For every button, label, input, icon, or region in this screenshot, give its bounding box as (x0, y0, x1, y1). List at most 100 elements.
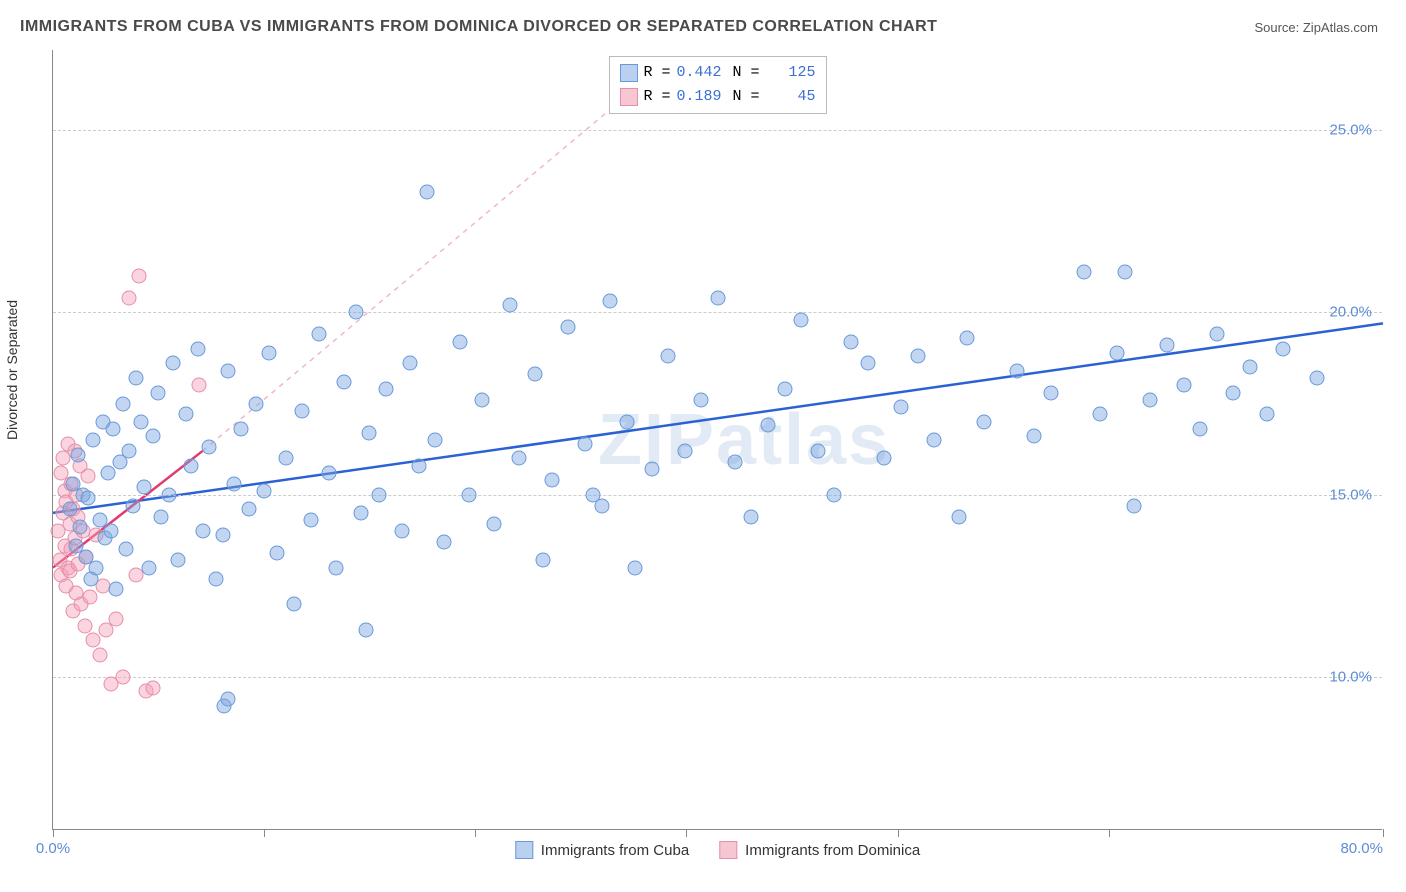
scatter-point-cuba (100, 465, 115, 480)
legend-label: Immigrants from Dominica (745, 842, 920, 859)
scatter-point-cuba (336, 374, 351, 389)
scatter-point-cuba (295, 403, 310, 418)
scatter-point-cuba (1243, 360, 1258, 375)
legend-item-dominica: Immigrants from Dominica (719, 841, 920, 859)
ytick-label: 25.0% (1329, 122, 1372, 139)
source-link[interactable]: ZipAtlas.com (1303, 20, 1378, 35)
scatter-point-cuba (328, 560, 343, 575)
scatter-point-cuba (287, 597, 302, 612)
scatter-point-cuba (1026, 429, 1041, 444)
scatter-point-cuba (137, 480, 152, 495)
scatter-point-cuba (627, 560, 642, 575)
xtick (898, 829, 899, 837)
scatter-point-dominica (192, 378, 207, 393)
scatter-point-cuba (183, 458, 198, 473)
scatter-point-cuba (1209, 327, 1224, 342)
scatter-point-cuba (1043, 385, 1058, 400)
scatter-point-cuba (170, 553, 185, 568)
scatter-point-cuba (303, 513, 318, 528)
scatter-point-cuba (80, 491, 95, 506)
trend-line-cuba (53, 323, 1383, 513)
scatter-point-cuba (453, 334, 468, 349)
scatter-point-cuba (348, 305, 363, 320)
scatter-point-dominica (132, 268, 147, 283)
scatter-point-cuba (70, 447, 85, 462)
scatter-point-cuba (877, 451, 892, 466)
scatter-point-cuba (242, 502, 257, 517)
stats-row-dominica: R =0.189N =45 (619, 85, 815, 109)
stats-box: R =0.442N =125R =0.189N =45 (608, 56, 826, 114)
scatter-point-cuba (262, 345, 277, 360)
scatter-point-cuba (677, 443, 692, 458)
gridline (53, 130, 1382, 131)
scatter-point-cuba (1193, 422, 1208, 437)
scatter-point-cuba (436, 535, 451, 550)
scatter-point-dominica (109, 611, 124, 626)
stats-N-label: N = (733, 85, 760, 109)
scatter-point-cuba (129, 371, 144, 386)
scatter-point-cuba (1010, 363, 1025, 378)
scatter-point-cuba (119, 542, 134, 557)
xtick (1109, 829, 1110, 837)
scatter-point-cuba (195, 524, 210, 539)
stats-R-label: R = (643, 85, 670, 109)
scatter-point-cuba (777, 381, 792, 396)
scatter-point-cuba (190, 341, 205, 356)
scatter-point-cuba (619, 414, 634, 429)
scatter-point-cuba (105, 422, 120, 437)
bottom-legend: Immigrants from Cuba Immigrants from Domi… (515, 841, 920, 859)
scatter-point-cuba (844, 334, 859, 349)
scatter-point-cuba (115, 396, 130, 411)
scatter-point-cuba (215, 527, 230, 542)
stats-N-value: 45 (766, 85, 816, 109)
source-label: Source: (1254, 20, 1302, 35)
scatter-point-cuba (220, 691, 235, 706)
scatter-point-cuba (1110, 345, 1125, 360)
scatter-point-cuba (960, 330, 975, 345)
scatter-point-cuba (594, 498, 609, 513)
scatter-point-cuba (411, 458, 426, 473)
scatter-point-cuba (810, 443, 825, 458)
scatter-point-dominica (82, 589, 97, 604)
xtick (686, 829, 687, 837)
scatter-point-cuba (952, 509, 967, 524)
scatter-point-cuba (270, 545, 285, 560)
scatter-point-cuba (860, 356, 875, 371)
scatter-point-cuba (711, 290, 726, 305)
scatter-point-cuba (1309, 371, 1324, 386)
scatter-point-cuba (154, 509, 169, 524)
scatter-point-cuba (977, 414, 992, 429)
scatter-point-cuba (150, 385, 165, 400)
scatter-point-cuba (744, 509, 759, 524)
scatter-point-cuba (72, 520, 87, 535)
scatter-point-cuba (727, 454, 742, 469)
stats-R-label: R = (643, 61, 670, 85)
scatter-point-cuba (661, 349, 676, 364)
gridline (53, 312, 1382, 313)
scatter-point-cuba (227, 476, 242, 491)
scatter-point-cuba (62, 502, 77, 517)
scatter-point-cuba (927, 433, 942, 448)
scatter-point-cuba (278, 451, 293, 466)
legend-label: Immigrants from Cuba (541, 842, 689, 859)
scatter-point-cuba (109, 582, 124, 597)
scatter-point-cuba (104, 524, 119, 539)
scatter-point-cuba (233, 422, 248, 437)
scatter-point-cuba (142, 560, 157, 575)
scatter-point-cuba (486, 516, 501, 531)
swatch-dominica (619, 88, 637, 106)
ytick-label: 15.0% (1329, 486, 1372, 503)
scatter-point-cuba (312, 327, 327, 342)
scatter-point-cuba (257, 484, 272, 499)
scatter-point-dominica (145, 680, 160, 695)
xtick (53, 829, 54, 837)
swatch-cuba (619, 64, 637, 82)
scatter-point-cuba (760, 418, 775, 433)
scatter-point-cuba (1076, 265, 1091, 280)
scatter-point-cuba (403, 356, 418, 371)
scatter-point-cuba (125, 498, 140, 513)
scatter-point-cuba (1126, 498, 1141, 513)
xtick-label: 0.0% (36, 840, 70, 857)
legend-swatch-cuba (515, 841, 533, 859)
chart-title: IMMIGRANTS FROM CUBA VS IMMIGRANTS FROM … (20, 18, 937, 36)
